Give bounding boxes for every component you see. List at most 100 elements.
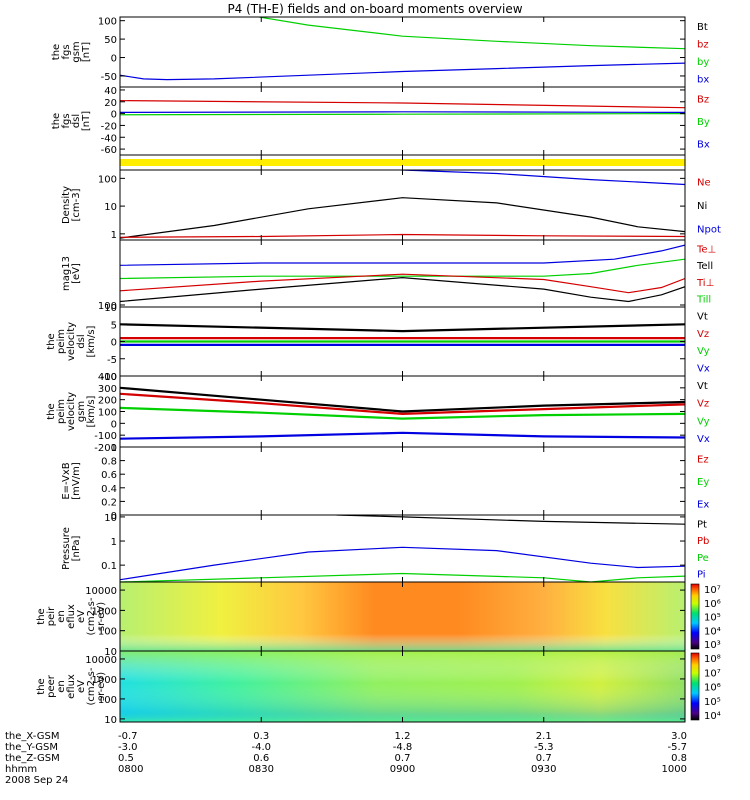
y-tick-label: 10000	[85, 655, 117, 666]
ephemeris-value: -4.8	[393, 742, 413, 753]
data-coverage-bar	[120, 159, 685, 166]
legend-entry-1: Ne	[697, 178, 711, 189]
y-tick-label: 0.6	[101, 470, 117, 481]
y-tick-label: 50	[104, 35, 117, 46]
y-axis-label-line: dsl	[76, 334, 87, 348]
y-axis-label-line: eV	[76, 610, 87, 623]
y-axis-label-line: eflux	[66, 604, 77, 629]
ephemeris-label-x: the_X-GSM	[5, 731, 59, 742]
y-axis-label-line: (cm2-s-	[86, 667, 97, 705]
legend-entry-2: Pb	[697, 536, 709, 547]
panel-9: 10 1 0.1 Pressure [nPa] Pt Pb Pe Pi	[61, 513, 709, 583]
colorbar-tick-label: 10⁷	[704, 585, 721, 596]
legend-entry-2: Tell	[696, 261, 713, 272]
y-axis-label-line: the	[36, 678, 47, 694]
y-axis-label-line: the	[46, 333, 57, 349]
series-line-tell	[120, 276, 685, 303]
y-tick-label: -10	[101, 372, 117, 383]
y-tick-label: -20	[101, 121, 117, 132]
y-tick-label: 100	[98, 301, 117, 312]
y-axis-label-line: Density	[61, 186, 72, 224]
legend-entry-2: Vz	[697, 399, 709, 410]
panel-plot-area	[120, 323, 685, 346]
y-axis-label-line: mag13	[61, 256, 72, 291]
panel-frame	[119, 446, 686, 516]
y-axis-label-line: [eV]	[71, 263, 82, 284]
y-tick-label: -5	[107, 355, 117, 366]
y-axis-label-line: [km/s]	[86, 325, 97, 357]
legend-entry-4: Pi	[697, 570, 706, 581]
y-tick-label: 10	[104, 715, 117, 726]
panel-5: 100 mag13 [eV] Te⊥ Tell Ti⊥ Till	[61, 239, 716, 312]
y-axis-label-line: E=-VxB	[61, 462, 72, 499]
y-tick-label: 0	[111, 338, 117, 349]
panel-frame	[119, 239, 686, 308]
y-axis-label-line: the	[51, 44, 62, 60]
panel-6: 10 5 0 -5 -10 the peim velocity dsl [km/s] Vt Vz Vy V…	[46, 303, 710, 383]
ephemeris-value: 0830	[249, 764, 274, 775]
colorbar-tick-label: 10⁶	[704, 599, 721, 610]
panel-4: 100 10 1 Density [cm-3] Ne Ni Npot	[61, 169, 721, 241]
y-tick-label: 10	[104, 647, 117, 658]
legend-entry-4: Till	[696, 295, 711, 306]
legend-entry-3: Ti⊥	[696, 278, 714, 289]
y-tick-label: 200	[98, 396, 117, 407]
y-tick-label: 0.2	[101, 497, 117, 508]
series-line-vt	[120, 386, 685, 413]
series-line-tb	[120, 244, 685, 266]
ephemeris-date: 2008 Sep 24	[5, 775, 68, 786]
y-tick-label: 100	[98, 695, 117, 706]
colorbar-tick-label: 10⁵	[704, 613, 721, 624]
panel-8: 1 0.8 0.6 0.4 0.2 0 E=-VxB [mV/m] Ez Ey Ex	[61, 443, 709, 522]
y-axis-label-line: peer	[46, 674, 57, 698]
ephemeris-label-z: the_Z-GSM	[5, 753, 60, 764]
panel-plot-area	[120, 386, 685, 440]
y-tick-label: 1	[111, 443, 117, 454]
colorbar-tick-label: 10⁷	[704, 668, 721, 679]
series-line-pt	[336, 515, 685, 525]
ephemeris-value: 0930	[531, 764, 556, 775]
legend-entry-3: Bx	[697, 140, 710, 151]
y-tick-label: 100	[98, 627, 117, 638]
series-line-vx	[120, 431, 685, 440]
legend-entry-2: bz	[697, 39, 709, 50]
y-axis-label-line: [nT]	[81, 111, 92, 131]
y-axis-label-line: the	[36, 608, 47, 624]
ephemeris-value: 0900	[390, 764, 415, 775]
legend-entry-3: Vy	[697, 346, 710, 357]
y-tick-label: 0	[111, 511, 117, 522]
ephemeris-label-y: the_Y-GSM	[5, 742, 58, 753]
panel-plot-area	[120, 159, 685, 166]
y-axis-label-line: [km/s]	[86, 395, 97, 427]
legend-entry-4: Vx	[697, 363, 710, 374]
ephemeris-value: 0.8	[671, 753, 687, 764]
panel-plot-area	[120, 651, 685, 722]
ephemeris-value: 0.5	[118, 753, 134, 764]
y-tick-label: 400	[98, 372, 117, 383]
y-tick-label: -200	[94, 443, 117, 454]
panel-11: 10⁸ 10⁷ 10⁶ 10⁵ 10⁴ 10000 1000 100 10 the peer en ef…	[36, 650, 721, 726]
panel-plot-area	[120, 515, 685, 582]
ephemeris-value: 0.6	[253, 753, 269, 764]
panel-3	[119, 154, 686, 171]
y-axis-label-line: dsl	[71, 114, 82, 128]
panel-frame	[119, 86, 686, 156]
y-tick-label: 5	[111, 320, 117, 331]
y-tick-label: 10	[104, 202, 117, 213]
ephemeris-values: -0.7 0.3 1.2 2.1 3.0-3.0 -4.0 -4.8 -5.3 -5.70.5 0…	[118, 731, 687, 775]
ephemeris-value: 1.2	[395, 731, 411, 742]
series-line-ne	[120, 233, 685, 238]
y-axis-label: the fgs dsl [nT]	[51, 111, 92, 131]
series-line-npot	[389, 170, 685, 186]
y-axis-label: Pressure [nPa]	[61, 527, 82, 570]
colorbar-tick-label: 10⁶	[704, 683, 721, 694]
spectrogram-shading	[120, 582, 685, 651]
legend-entry-2: Vz	[697, 329, 709, 340]
y-tick-label: -100	[94, 431, 117, 442]
series-line-ni	[120, 197, 685, 239]
legend-entry-4: Vx	[697, 434, 710, 445]
legend-entry-2: By	[697, 117, 710, 128]
panel-frame	[119, 514, 686, 583]
